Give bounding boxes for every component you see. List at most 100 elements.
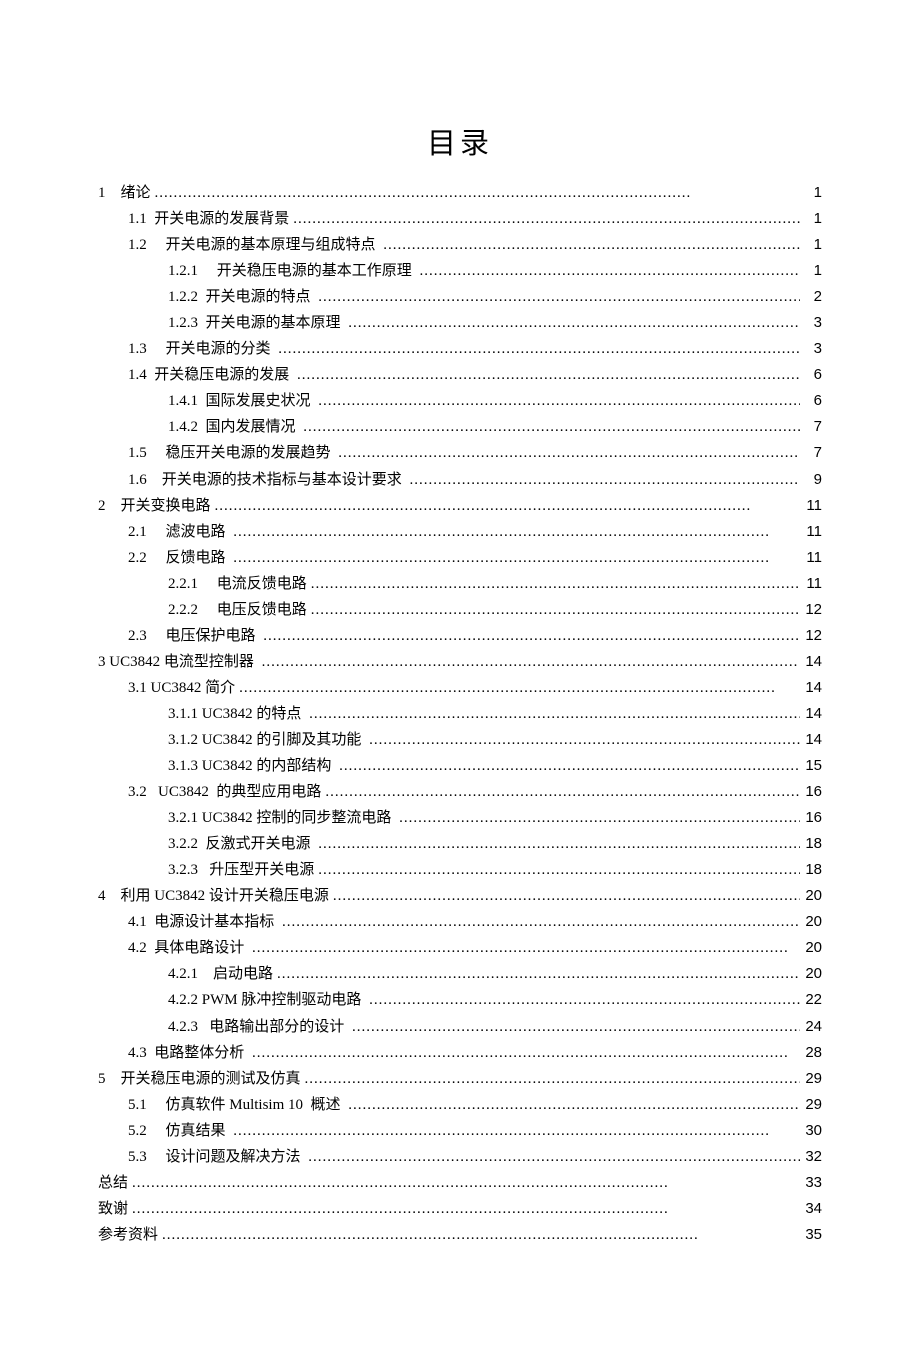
toc-entry-label: 4.1 电源设计基本指标 (128, 910, 278, 935)
toc-entry-label: 4.2 具体电路设计 (128, 936, 248, 961)
toc-entry: 4.1 电源设计基本指标 20 (98, 909, 822, 935)
toc-leader-dots (338, 441, 800, 466)
toc-entry: 2.2.1 电流反馈电路 11 (98, 571, 822, 597)
toc-entry-label: 2.1 滤波电路 (128, 520, 229, 545)
toc-entry-page: 3 (800, 310, 822, 335)
toc-leader-dots (303, 415, 800, 440)
toc-entry-page: 20 (800, 961, 822, 986)
toc-entry-label: 1.2.3 开关电源的基本原理 (168, 311, 344, 336)
toc-entry-page: 1 (800, 258, 822, 283)
toc-entry-page: 6 (800, 362, 822, 387)
toc-entry-label: 1.2.1 开关稳压电源的基本工作原理 (168, 259, 416, 284)
toc-entry-label: 参考资料 (98, 1223, 158, 1248)
toc-leader-dots (352, 1015, 800, 1040)
toc-entry-label: 2.2.1 电流反馈电路 (168, 572, 307, 597)
toc-entry: 3.1.3 UC3842 的内部结构 15 (98, 753, 822, 779)
toc-entry-label: 1.2 开关电源的基本原理与组成特点 (128, 233, 379, 258)
toc-entry-label: 5 开关稳压电源的测试及仿真 (98, 1067, 301, 1092)
toc-leader-dots (132, 1171, 669, 1196)
toc-entry: 3.2 UC3842 的典型应用电路16 (98, 779, 822, 805)
toc-entry-page: 32 (800, 1144, 822, 1169)
toc-entry-label: 致谢 (98, 1197, 128, 1222)
toc-entry: 4.2.2 PWM 脉冲控制驱动电路 22 (98, 987, 822, 1013)
toc-entry-page: 11 (800, 545, 822, 570)
toc-leader-dots (252, 1041, 789, 1066)
toc-entry-page: 1 (800, 206, 822, 231)
toc-leader-dots (297, 363, 800, 388)
toc-entry-page: 12 (800, 623, 822, 648)
toc-leader-dots (369, 728, 800, 753)
toc-entry: 5 开关稳压电源的测试及仿真29 (98, 1066, 822, 1092)
toc-leader-dots (410, 468, 800, 493)
toc-entry-label: 5.3 设计问题及解决方法 (128, 1145, 304, 1170)
toc-entry-page: 11 (800, 519, 822, 544)
toc-entry: 3.1.1 UC3842 的特点 14 (98, 701, 822, 727)
toc-leader-dots (318, 832, 800, 857)
toc-entry: 4.2.1 启动电路20 (98, 961, 822, 987)
toc-entry: 3.2.2 反激式开关电源 18 (98, 831, 822, 857)
toc-entry-page: 7 (800, 414, 822, 439)
toc-entry-label: 4.2.3 电路输出部分的设计 (168, 1015, 348, 1040)
toc-entry-page: 11 (800, 571, 822, 596)
toc-entry: 3.1.2 UC3842 的引脚及其功能 14 (98, 727, 822, 753)
toc-entry-page: 6 (800, 388, 822, 413)
toc-leader-dots (399, 806, 800, 831)
toc-entry: 1.2.3 开关电源的基本原理 3 (98, 310, 822, 336)
toc-entry: 5.1 仿真软件 Multisim 10 概述 29 (98, 1092, 822, 1118)
toc-leader-dots (239, 676, 776, 701)
toc-leader-dots (339, 754, 800, 779)
toc-entry-page: 20 (800, 909, 822, 934)
toc-entry-label: 3.1.3 UC3842 的内部结构 (168, 754, 335, 779)
toc-entry-page: 22 (800, 987, 822, 1012)
toc-entry: 1.6 开关电源的技术指标与基本设计要求 9 (98, 467, 822, 493)
toc-entry: 3.1 UC3842 简介14 (98, 675, 822, 701)
toc-leader-dots (233, 546, 770, 571)
toc-entry: 参考资料35 (98, 1222, 822, 1248)
toc-entry-page: 1 (800, 180, 822, 205)
toc-entry: 1.4 开关稳压电源的发展 6 (98, 362, 822, 388)
toc-entry-label: 3.2.2 反激式开关电源 (168, 832, 314, 857)
toc-entry: 2.3 电压保护电路 12 (98, 623, 822, 649)
toc-entry-page: 18 (800, 857, 822, 882)
toc-entry: 4 利用 UC3842 设计开关稳压电源20 (98, 883, 822, 909)
toc-entry-page: 20 (800, 883, 822, 908)
toc-entry: 4.3 电路整体分析 28 (98, 1040, 822, 1066)
toc-entry-label: 1.3 开关电源的分类 (128, 337, 274, 362)
toc-leader-dots (325, 780, 800, 805)
toc-entry-page: 14 (800, 649, 822, 674)
toc-entry: 5.2 仿真结果 30 (98, 1118, 822, 1144)
toc-leader-dots (308, 1145, 800, 1170)
toc-leader-dots (293, 207, 800, 232)
toc-entry: 总结33 (98, 1170, 822, 1196)
toc-entry-label: 总结 (98, 1171, 128, 1196)
toc-entry: 1 绪论1 (98, 180, 822, 206)
toc-entry-page: 2 (800, 284, 822, 309)
toc-entry-label: 1.2.2 开关电源的特点 (168, 285, 314, 310)
toc-entry: 3 UC3842 电流型控制器 14 (98, 649, 822, 675)
toc-entry-label: 3.2.3 升压型开关电源 (168, 858, 314, 883)
toc-entry-label: 3.1.2 UC3842 的引脚及其功能 (168, 728, 365, 753)
toc-leader-dots (318, 389, 800, 414)
toc-entry-page: 16 (800, 779, 822, 804)
toc-leader-dots (420, 259, 800, 284)
toc-leader-dots (278, 337, 800, 362)
toc-entry-label: 1.4 开关稳压电源的发展 (128, 363, 293, 388)
toc-entry: 2.2.2 电压反馈电路12 (98, 597, 822, 623)
table-of-contents: 1 绪论11.1 开关电源的发展背景11.2 开关电源的基本原理与组成特点 11… (98, 180, 822, 1248)
toc-entry: 4.2 具体电路设计 20 (98, 935, 822, 961)
toc-entry: 1.2 开关电源的基本原理与组成特点 1 (98, 232, 822, 258)
toc-leader-dots (311, 598, 800, 623)
toc-entry-label: 1.6 开关电源的技术指标与基本设计要求 (128, 468, 406, 493)
toc-entry-label: 3.2.1 UC3842 控制的同步整流电路 (168, 806, 395, 831)
toc-leader-dots (383, 233, 800, 258)
toc-entry-page: 3 (800, 336, 822, 361)
toc-entry-label: 3 UC3842 电流型控制器 (98, 650, 258, 675)
toc-entry-page: 29 (800, 1092, 822, 1117)
toc-entry: 1.2.1 开关稳压电源的基本工作原理 1 (98, 258, 822, 284)
toc-entry: 1.5 稳压开关电源的发展趋势 7 (98, 440, 822, 466)
toc-leader-dots (252, 936, 789, 961)
toc-entry-page: 7 (800, 440, 822, 465)
toc-leader-dots (309, 702, 800, 727)
toc-leader-dots (263, 624, 800, 649)
toc-entry-page: 14 (800, 727, 822, 752)
